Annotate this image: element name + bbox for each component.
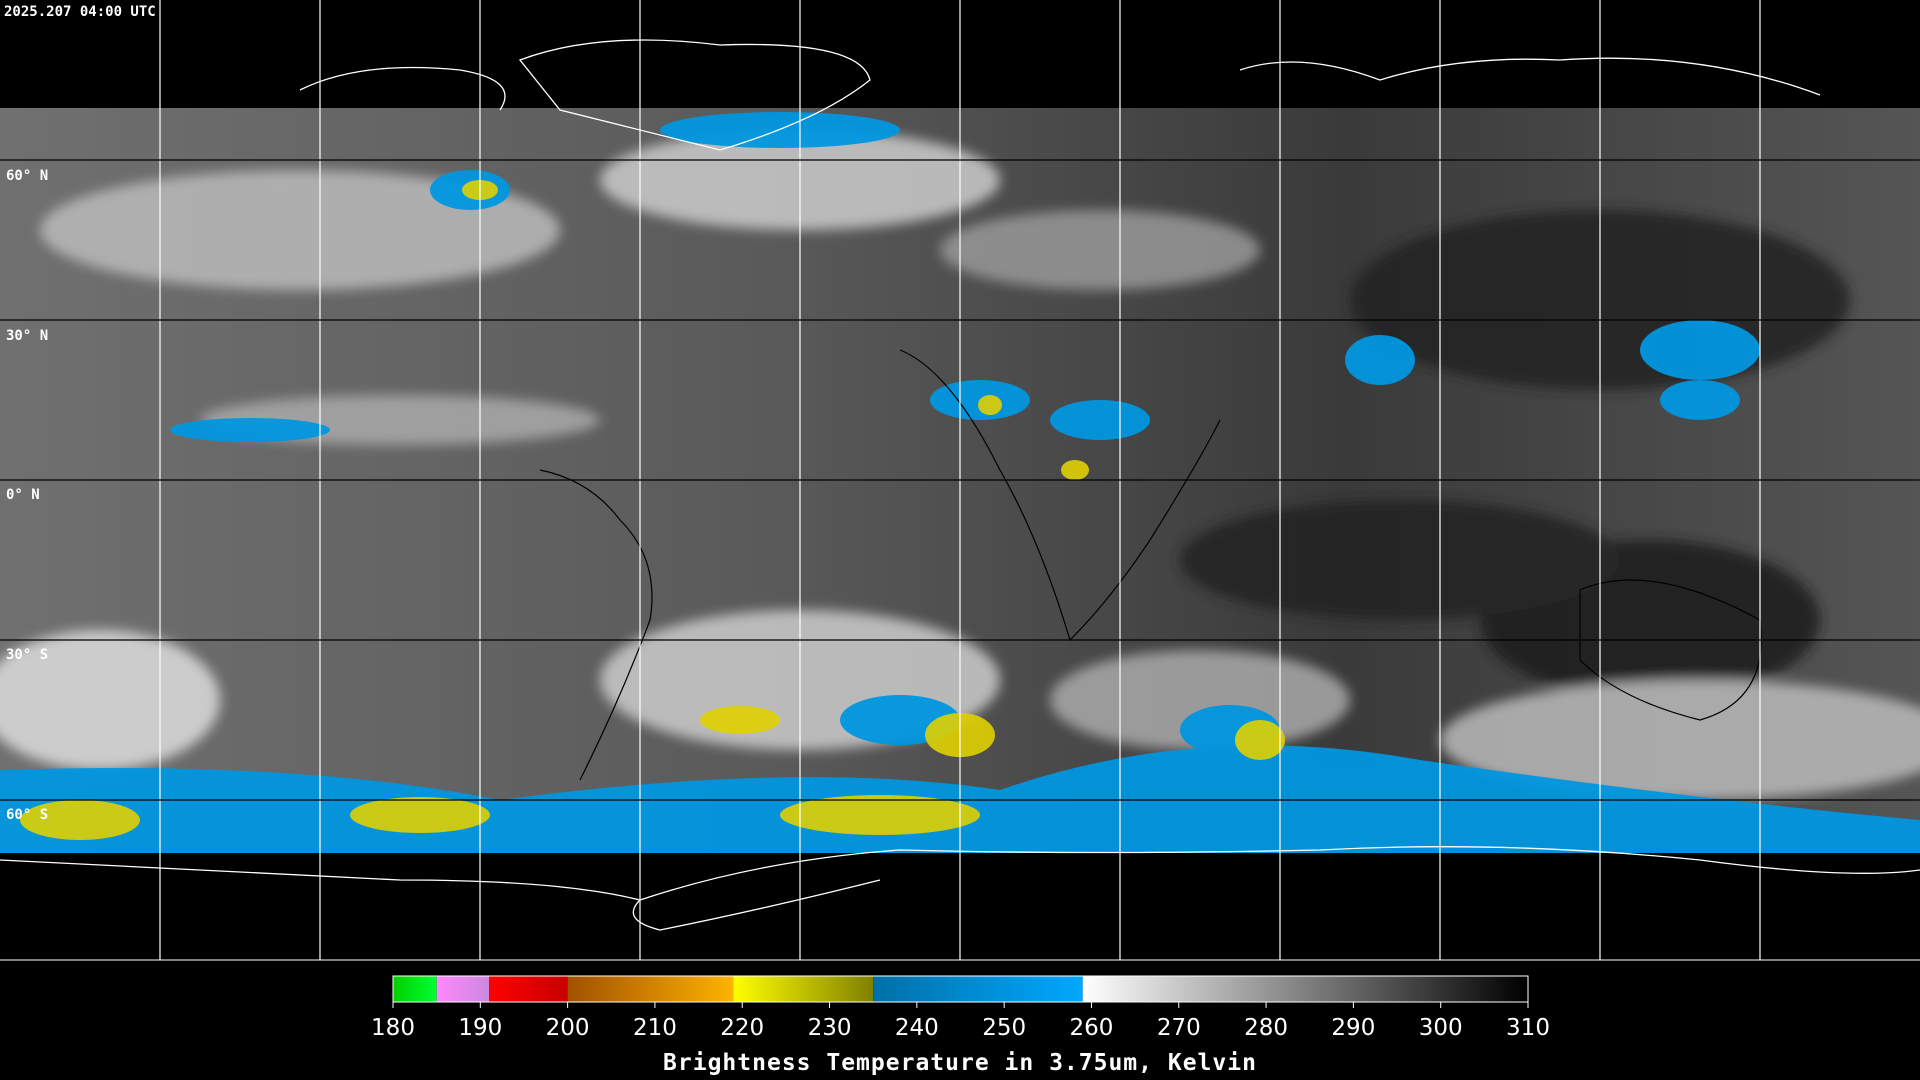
timestamp: 2025.207 04:00 UTC: [4, 4, 156, 20]
colorbar-tick-label: 250: [982, 1015, 1026, 1041]
colorbar-segment: [873, 976, 1083, 1002]
lat-label: 60° S: [6, 807, 48, 823]
colorbar-segment: [393, 976, 437, 1002]
colorbar-tick-label: 190: [458, 1015, 502, 1041]
colorbar-segment: [436, 976, 490, 1002]
lat-label: 30° N: [6, 328, 48, 344]
colorbar-tick-label: 240: [895, 1015, 939, 1041]
colorbar-tick-label: 260: [1070, 1015, 1114, 1041]
colorbar-tick-label: 280: [1244, 1015, 1288, 1041]
colorbar-title: Brightness Temperature in 3.75um, Kelvin: [663, 1050, 1257, 1076]
colorbar-tick-label: 270: [1157, 1015, 1201, 1041]
colorbar-tick-label: 230: [808, 1015, 852, 1041]
colorbar-tick-label: 210: [633, 1015, 677, 1041]
lat-label: 30° S: [6, 647, 48, 663]
colorbar-segment: [567, 976, 734, 1002]
lat-label: 0° N: [6, 487, 40, 503]
graticule: [0, 0, 1920, 961]
colorbar-tick-label: 290: [1331, 1015, 1375, 1041]
colorbar-tick-label: 200: [546, 1015, 590, 1041]
lat-label: 60° N: [6, 168, 48, 184]
colorbar-tick-label: 310: [1506, 1015, 1550, 1041]
colorbar-segment: [733, 976, 874, 1002]
colorbar-segment: [1082, 976, 1528, 1002]
colorbar-tick-label: 300: [1419, 1015, 1463, 1041]
colorbar-frame: [392, 975, 1529, 1003]
colorbar-tick-label: 180: [371, 1015, 415, 1041]
colorbar-segment: [489, 976, 568, 1002]
colorbar: 180 190 200 210 220 230 240 250 260 270 280 290 300 3…: [371, 975, 1550, 1041]
colorbar-tick-label: 220: [720, 1015, 764, 1041]
